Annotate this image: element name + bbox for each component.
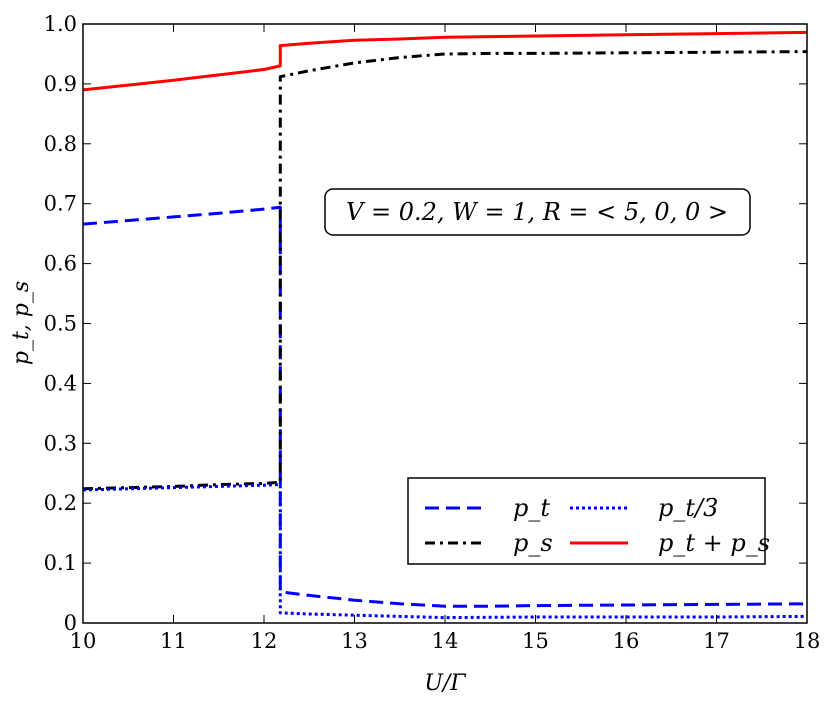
series-p-s-line <box>83 50 807 491</box>
legend-entries: p_t p_s p_t/3 p_t + p_s <box>425 494 770 557</box>
x-axis-label: U/Γ <box>424 671 466 696</box>
annotation-frame <box>324 188 751 236</box>
x-tick-label: 11 <box>160 629 187 653</box>
series-p-t-3-line <box>83 483 807 620</box>
series-p-t-p-s-line <box>83 30 807 92</box>
annotation-box: V = 0.2, W = 1, R = < 5, 0, 0 > <box>324 188 751 236</box>
y-tick-label: 0.3 <box>44 431 77 455</box>
y-tick-label: 0.1 <box>44 551 77 575</box>
series-layer <box>83 30 807 620</box>
y-tick-label: 0.5 <box>44 312 77 336</box>
series-p-t-line <box>83 205 807 608</box>
y-tick-label: 0.6 <box>44 252 77 276</box>
y-tick-label: 0.9 <box>44 72 77 96</box>
y-tick-label: 0 <box>64 611 77 635</box>
y-tick-label: 0.2 <box>44 491 77 515</box>
legend-label-p-t: p_t <box>513 494 550 522</box>
x-tick-label: 12 <box>251 629 278 653</box>
x-tick-label: 10 <box>70 629 97 653</box>
ticks-layer: 10 11 12 13 14 15 16 17 18 0 0.1 0.2 0.3 0.4 0.5 0.6 0.7… <box>44 12 821 653</box>
annotation-text: V = 0.2, W = 1, R = < 5, 0, 0 > <box>346 198 728 226</box>
y-tick-label: 0.7 <box>44 192 77 216</box>
x-tick-label: 17 <box>703 629 730 653</box>
plot-frame <box>82 23 808 624</box>
y-tick-label: 0.8 <box>44 132 77 156</box>
y-tick-label: 1.0 <box>44 12 77 36</box>
x-tick-label: 13 <box>341 629 368 653</box>
y-axis-label: p_t, p_s <box>9 281 34 365</box>
x-tick-label: 16 <box>613 629 640 653</box>
x-tick-label: 14 <box>432 629 459 653</box>
legend: p_t p_s p_t/3 p_t + p_s <box>407 477 770 565</box>
legend-label-p-t-p-s: p_t + p_s <box>658 529 770 557</box>
x-tick-label: 15 <box>522 629 549 653</box>
legend-frame <box>407 477 766 565</box>
x-tick-label: 18 <box>794 629 821 653</box>
legend-label-p-s: p_s <box>513 529 553 557</box>
y-tick-label: 0.4 <box>44 371 77 395</box>
legend-label-p-t-3: p_t/3 <box>658 494 718 522</box>
